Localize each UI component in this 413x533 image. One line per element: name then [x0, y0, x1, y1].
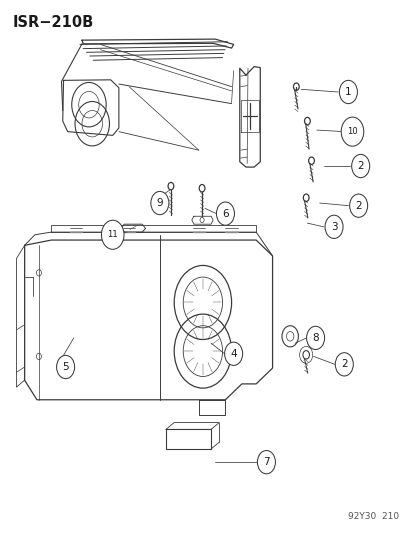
Text: 8: 8	[311, 333, 318, 343]
Circle shape	[150, 191, 169, 215]
Text: 5: 5	[62, 362, 69, 372]
Circle shape	[57, 356, 74, 378]
Text: 3: 3	[330, 222, 337, 232]
Circle shape	[216, 202, 234, 225]
Text: 11: 11	[107, 230, 118, 239]
Circle shape	[257, 450, 275, 474]
Text: 92Y30  210: 92Y30 210	[348, 512, 399, 521]
Circle shape	[324, 215, 342, 238]
Text: 9: 9	[156, 198, 163, 208]
Circle shape	[351, 155, 369, 177]
Text: 2: 2	[356, 161, 363, 171]
Circle shape	[340, 117, 363, 146]
Circle shape	[306, 326, 324, 350]
Circle shape	[101, 220, 124, 249]
Text: 2: 2	[340, 359, 347, 369]
Text: 7: 7	[263, 457, 269, 467]
Circle shape	[335, 353, 352, 376]
Text: 2: 2	[354, 201, 361, 211]
Text: 6: 6	[222, 208, 228, 219]
Circle shape	[349, 194, 367, 217]
Text: 10: 10	[346, 127, 357, 136]
Circle shape	[339, 80, 356, 103]
Text: 4: 4	[230, 349, 236, 359]
Text: 1: 1	[344, 87, 351, 97]
Text: ISR−210B: ISR−210B	[12, 15, 93, 30]
Circle shape	[224, 342, 242, 366]
